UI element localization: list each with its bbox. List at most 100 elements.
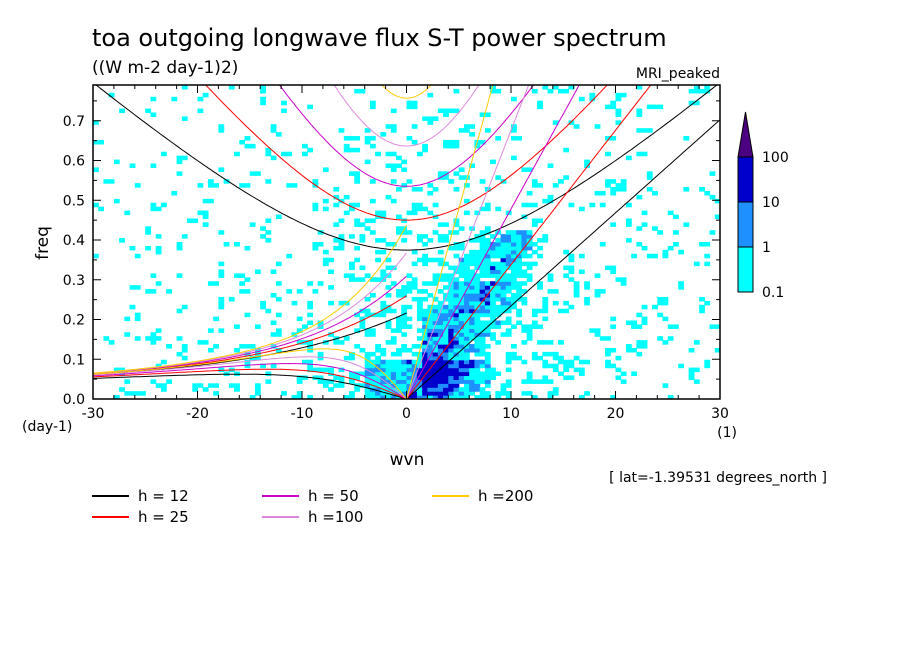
heat-cell: [458, 320, 465, 326]
heat-cell: [270, 269, 277, 274]
heat-cell: [578, 96, 585, 102]
heat-cell: [432, 281, 439, 286]
heat-cell: [406, 104, 413, 110]
heat-cell: [610, 269, 617, 274]
heat-cell: [479, 351, 486, 357]
heat-cell: [521, 289, 528, 294]
heat-cell: [620, 379, 627, 384]
heat-cell: [714, 214, 720, 220]
heat-cell: [369, 328, 376, 333]
x-unit-label: (1): [717, 425, 737, 441]
heat-cell: [192, 383, 199, 388]
heat-cell: [322, 383, 329, 388]
heat-cell: [463, 371, 470, 377]
heat-cell: [479, 230, 486, 235]
heat-cell: [453, 88, 460, 94]
heat-cell: [495, 289, 502, 294]
heat-cell: [631, 320, 637, 326]
heat-cell: [443, 336, 449, 341]
heat-cell: [307, 363, 314, 369]
heat-cell: [328, 300, 334, 306]
heat-cell: [568, 269, 575, 274]
heat-cell: [474, 289, 481, 294]
heat-cell: [333, 187, 340, 192]
heat-cell: [516, 249, 523, 255]
heat-cell: [458, 355, 465, 361]
heat-cell: [317, 379, 324, 384]
heat-cell: [526, 245, 533, 251]
heat-cell: [610, 347, 617, 353]
heat-cell: [432, 257, 439, 263]
heat-cell: [307, 359, 314, 365]
heat-cell: [469, 308, 476, 314]
heat-cell: [396, 347, 402, 353]
heat-cell: [463, 198, 470, 204]
heat-cell: [448, 324, 455, 329]
heat-cell: [453, 300, 460, 306]
heat-cell: [270, 332, 277, 337]
heat-cell: [354, 387, 361, 392]
heat-cell: [500, 234, 507, 239]
heat-cell: [458, 367, 465, 373]
heat-cell: [422, 281, 428, 286]
heat-cell: [160, 387, 167, 392]
heat-cell: [448, 340, 455, 345]
heat-cell: [166, 289, 172, 294]
heat-cell: [443, 395, 449, 399]
heat-cell: [254, 347, 261, 353]
heat-cell: [113, 367, 120, 373]
heat-cell: [531, 395, 538, 399]
heat-cell: [516, 238, 523, 243]
heat-cell: [375, 257, 381, 263]
heat-cell: [469, 363, 476, 369]
heat-cell: [636, 194, 643, 200]
heat-cell: [291, 183, 298, 188]
heat-cell: [124, 379, 131, 384]
heat-cell: [254, 269, 261, 274]
heat-cell: [573, 355, 580, 361]
heat-cell: [521, 234, 528, 239]
heat-cell: [484, 344, 491, 349]
heat-cell: [699, 88, 705, 94]
heat-cell: [443, 175, 449, 180]
heat-cell: [286, 151, 293, 157]
heat-cell: [265, 151, 272, 157]
heat-cell: [453, 371, 460, 377]
heat-cell: [401, 308, 408, 314]
heat-cell: [411, 379, 418, 384]
heat-cell: [531, 218, 538, 223]
heat-cell: [558, 179, 564, 184]
heat-cell: [699, 304, 705, 310]
heat-cell: [416, 304, 423, 310]
heat-cell: [401, 312, 408, 318]
heat-cell: [197, 210, 204, 216]
heat-cell: [385, 340, 392, 345]
heat-cell: [275, 328, 282, 333]
heat-cell: [307, 300, 314, 306]
heat-cell: [610, 136, 617, 141]
heat-cell: [484, 320, 491, 326]
heat-cell: [416, 375, 423, 380]
heat-cell: [160, 383, 167, 388]
heat-cell: [411, 359, 418, 365]
heat-cell: [479, 139, 486, 145]
heat-cell: [176, 159, 183, 165]
heat-cell: [443, 304, 449, 310]
heat-cell: [375, 277, 381, 282]
heat-cell: [657, 230, 664, 235]
heat-cell: [511, 96, 517, 102]
heat-cell: [636, 351, 643, 357]
heat-cell: [218, 167, 225, 172]
heat-cell: [641, 316, 648, 322]
heat-cell: [124, 210, 131, 216]
heat-cell: [625, 347, 632, 353]
curve-kelvin-h12: [406, 119, 720, 399]
heat-cell: [699, 242, 705, 247]
heat-cell: [202, 210, 209, 216]
heat-cell: [437, 367, 444, 373]
heat-cell: [375, 347, 381, 353]
heat-cell: [349, 273, 355, 278]
heat-cell: [176, 273, 183, 278]
colorbar-segment: [737, 246, 754, 293]
heat-cell: [364, 159, 371, 165]
